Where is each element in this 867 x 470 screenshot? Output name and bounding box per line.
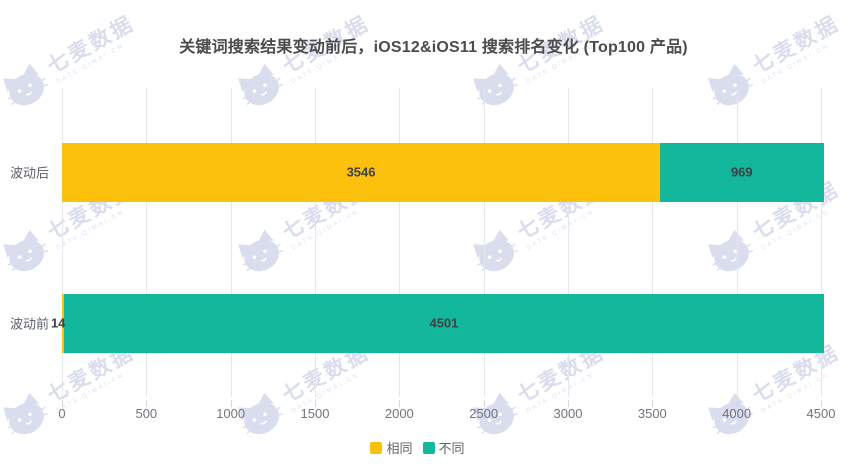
x-tick-mark-2000 xyxy=(399,400,401,407)
x-tick-label-1000: 1000 xyxy=(216,406,246,421)
x-tick-label-3500: 3500 xyxy=(637,406,667,421)
value-label-相同-波动后: 3546 xyxy=(346,164,376,180)
x-tick-label-4000: 4000 xyxy=(722,406,752,421)
gridline-x-3000 xyxy=(568,88,569,397)
plot-area: 0 500 1000 1500 2000 2500 3000 3500 4000 4500 波动后 3… xyxy=(10,88,835,421)
x-tick-label-0: 0 xyxy=(58,406,66,421)
x-tick-mark-500 xyxy=(146,400,148,407)
bar-segment-不同-波动后[interactable] xyxy=(660,142,824,202)
x-tick-label-2000: 2000 xyxy=(384,406,414,421)
gridline-x-1500 xyxy=(315,88,316,397)
x-tick-label-3000: 3000 xyxy=(553,406,583,421)
gridline-x-4500 xyxy=(821,88,822,397)
legend-item-相同[interactable]: 相同 xyxy=(370,438,413,457)
x-tick-label-500: 500 xyxy=(135,406,158,421)
x-tick-label-4500: 4500 xyxy=(806,406,836,421)
qimai-cat-icon xyxy=(3,63,49,106)
x-tick-mark-3500 xyxy=(652,400,654,407)
category-label-1: 波动前 xyxy=(9,316,49,332)
value-label-相同-波动前: 14 xyxy=(50,315,66,331)
value-label-不同-波动前: 4501 xyxy=(429,315,459,331)
x-tick-mark-0 xyxy=(62,400,63,407)
legend-label: 不同 xyxy=(438,441,465,456)
chart-title: 关键词搜索结果变动前后，iOS12&iOS11 搜索排名变化 (Top100 产… xyxy=(179,39,688,56)
legend-item-不同[interactable]: 不同 xyxy=(422,438,465,457)
x-tick-mark-1500 xyxy=(315,400,316,407)
gridline-x-3500 xyxy=(652,88,654,397)
legend-label: 相同 xyxy=(386,441,413,456)
bar-row-0 xyxy=(62,142,824,202)
legend: 相同 不同 xyxy=(0,438,851,457)
x-tick-mark-3000 xyxy=(568,400,569,407)
gridline-x-1000 xyxy=(230,88,232,397)
x-tick-mark-4500 xyxy=(821,400,822,407)
gridline-x-500 xyxy=(146,88,148,397)
legend-swatch-icon xyxy=(422,441,435,454)
x-tick-mark-1000 xyxy=(230,400,232,407)
value-label-不同-波动后: 969 xyxy=(730,164,753,180)
bar-segment-不同-波动前[interactable] xyxy=(64,293,824,353)
gridline-x-0 xyxy=(62,88,63,397)
gridline-x-2000 xyxy=(399,88,401,397)
legend-swatch-icon xyxy=(370,441,383,454)
category-label-0: 波动后 xyxy=(9,165,49,181)
bar-segment-相同-波动后[interactable] xyxy=(62,142,661,202)
qimai-cat-icon xyxy=(3,229,49,272)
x-tick-label-1500: 1500 xyxy=(300,406,330,421)
bar-segment-相同-波动前[interactable] xyxy=(62,293,65,353)
qimai-cat-icon xyxy=(3,392,49,435)
bar-row-1 xyxy=(62,293,824,353)
x-tick-label-2500: 2500 xyxy=(469,406,499,421)
